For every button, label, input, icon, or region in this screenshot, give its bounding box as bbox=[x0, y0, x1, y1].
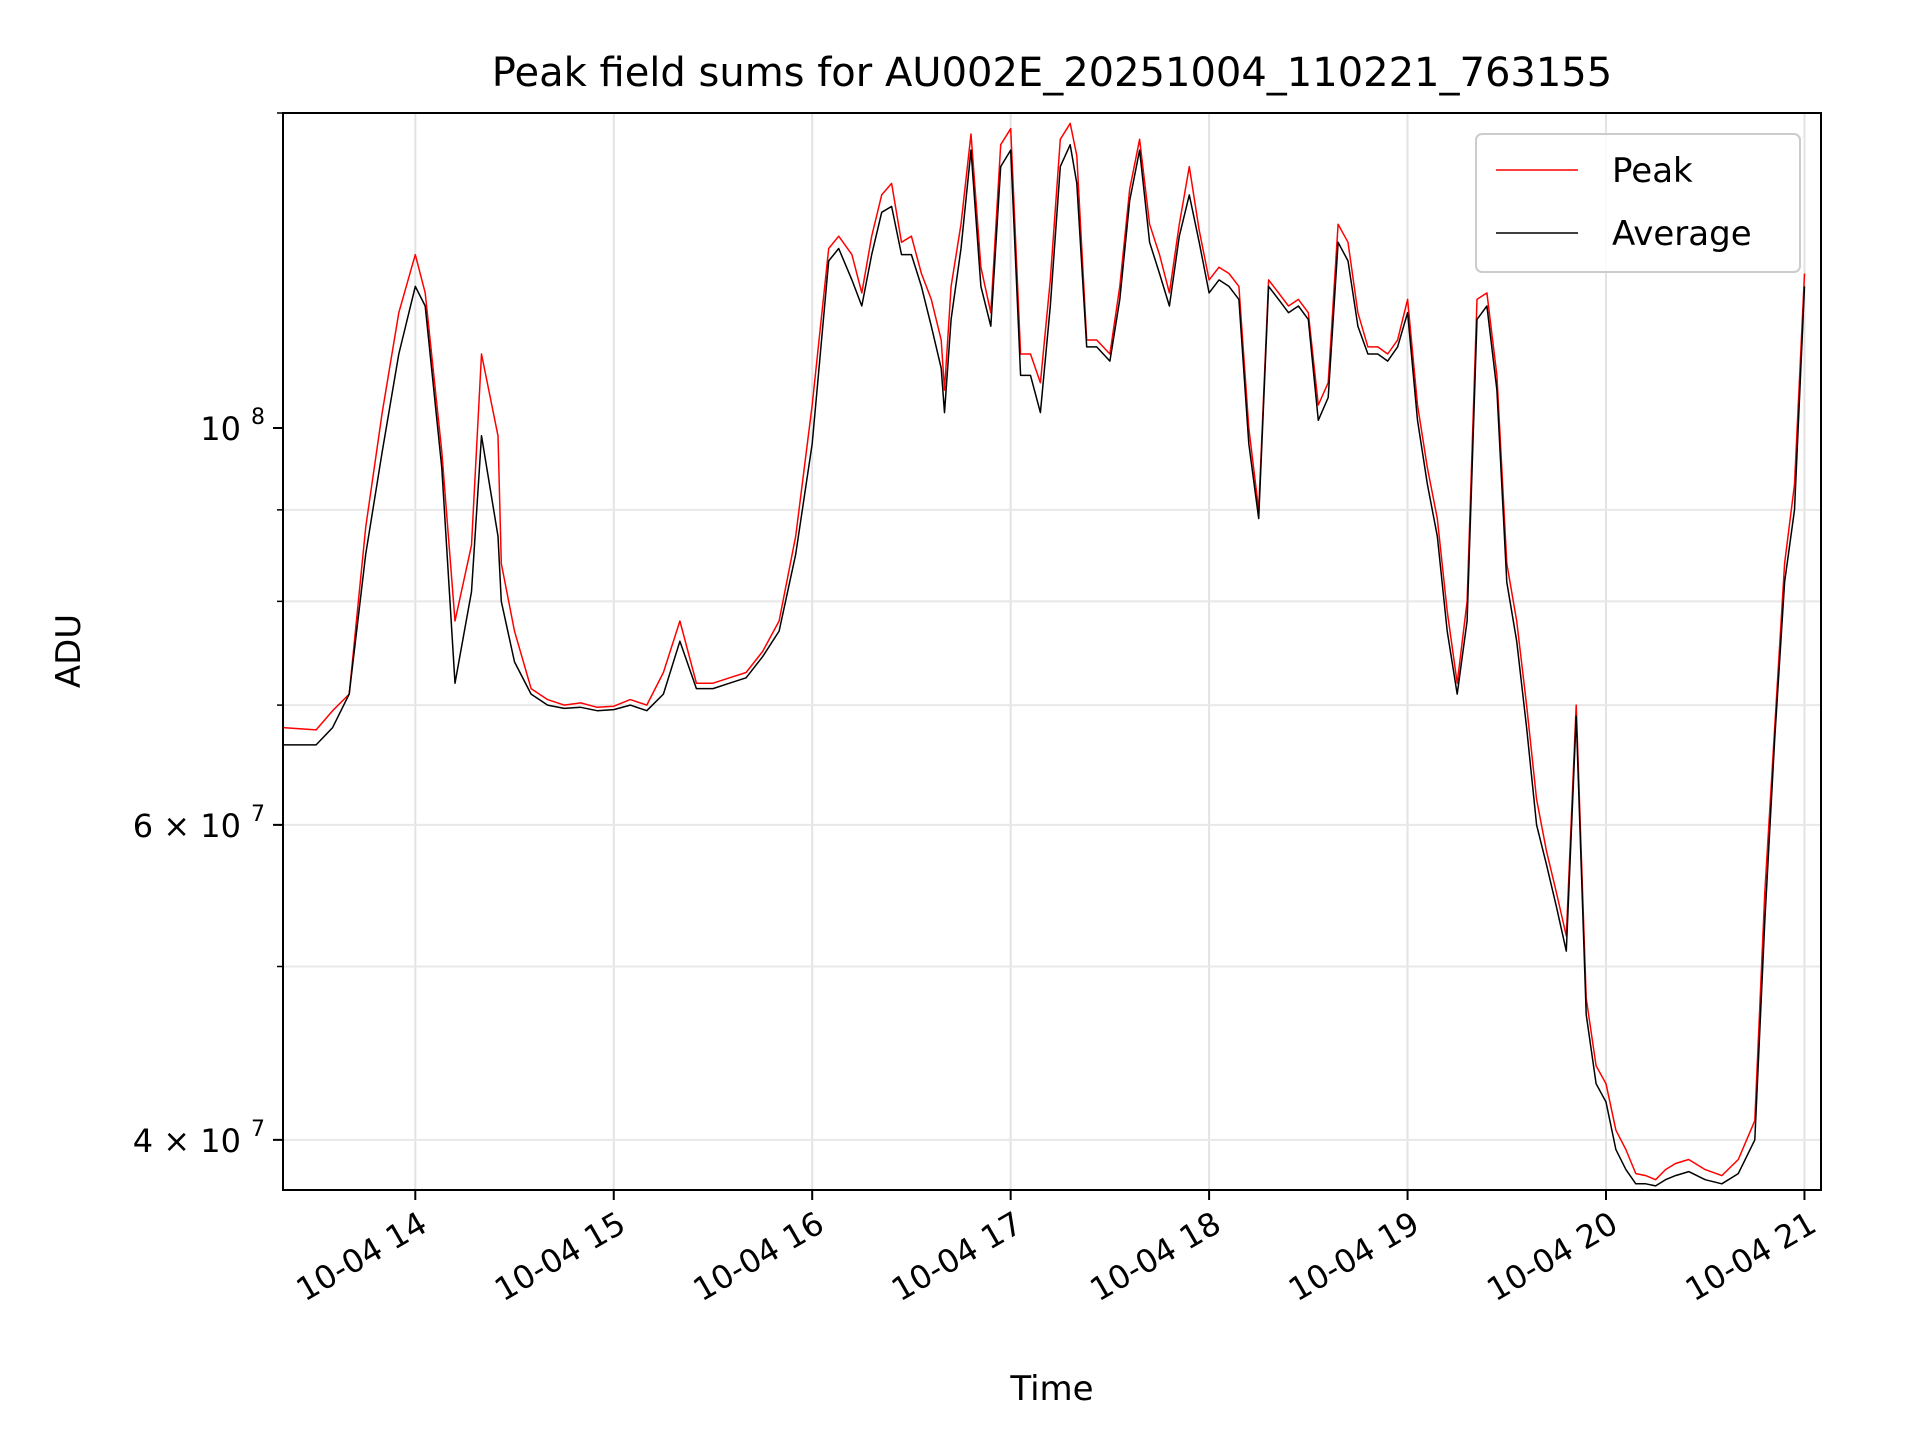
legend-box bbox=[1475, 133, 1801, 273]
series-line-average bbox=[283, 143, 1806, 1187]
y-axis-label: ADU bbox=[49, 614, 89, 688]
legend-label-peak: Peak bbox=[1612, 151, 1693, 191]
plot-frame bbox=[282, 112, 1822, 1191]
y-tick-exponent: 7 bbox=[251, 1117, 265, 1142]
x-axis-label: Time bbox=[1009, 1369, 1093, 1409]
series-lines bbox=[282, 122, 1806, 1187]
y-tick-label: 4 × 10 bbox=[133, 1122, 241, 1160]
y-tick-label: 10 bbox=[200, 410, 241, 448]
legend: Peak Average bbox=[1475, 133, 1801, 273]
legend-label-average: Average bbox=[1612, 214, 1752, 254]
y-tick-label: 6 × 10 bbox=[133, 807, 241, 845]
y-tick-exponent: 7 bbox=[251, 802, 265, 827]
series-line-peak bbox=[282, 122, 1806, 1181]
y-axis: 4 × 10 7 6 × 10 7 10 8 bbox=[133, 112, 283, 1160]
y-tick-exponent: 8 bbox=[251, 405, 265, 430]
chart-title: Peak field sums for AU002E_20251004_1102… bbox=[492, 50, 1612, 96]
